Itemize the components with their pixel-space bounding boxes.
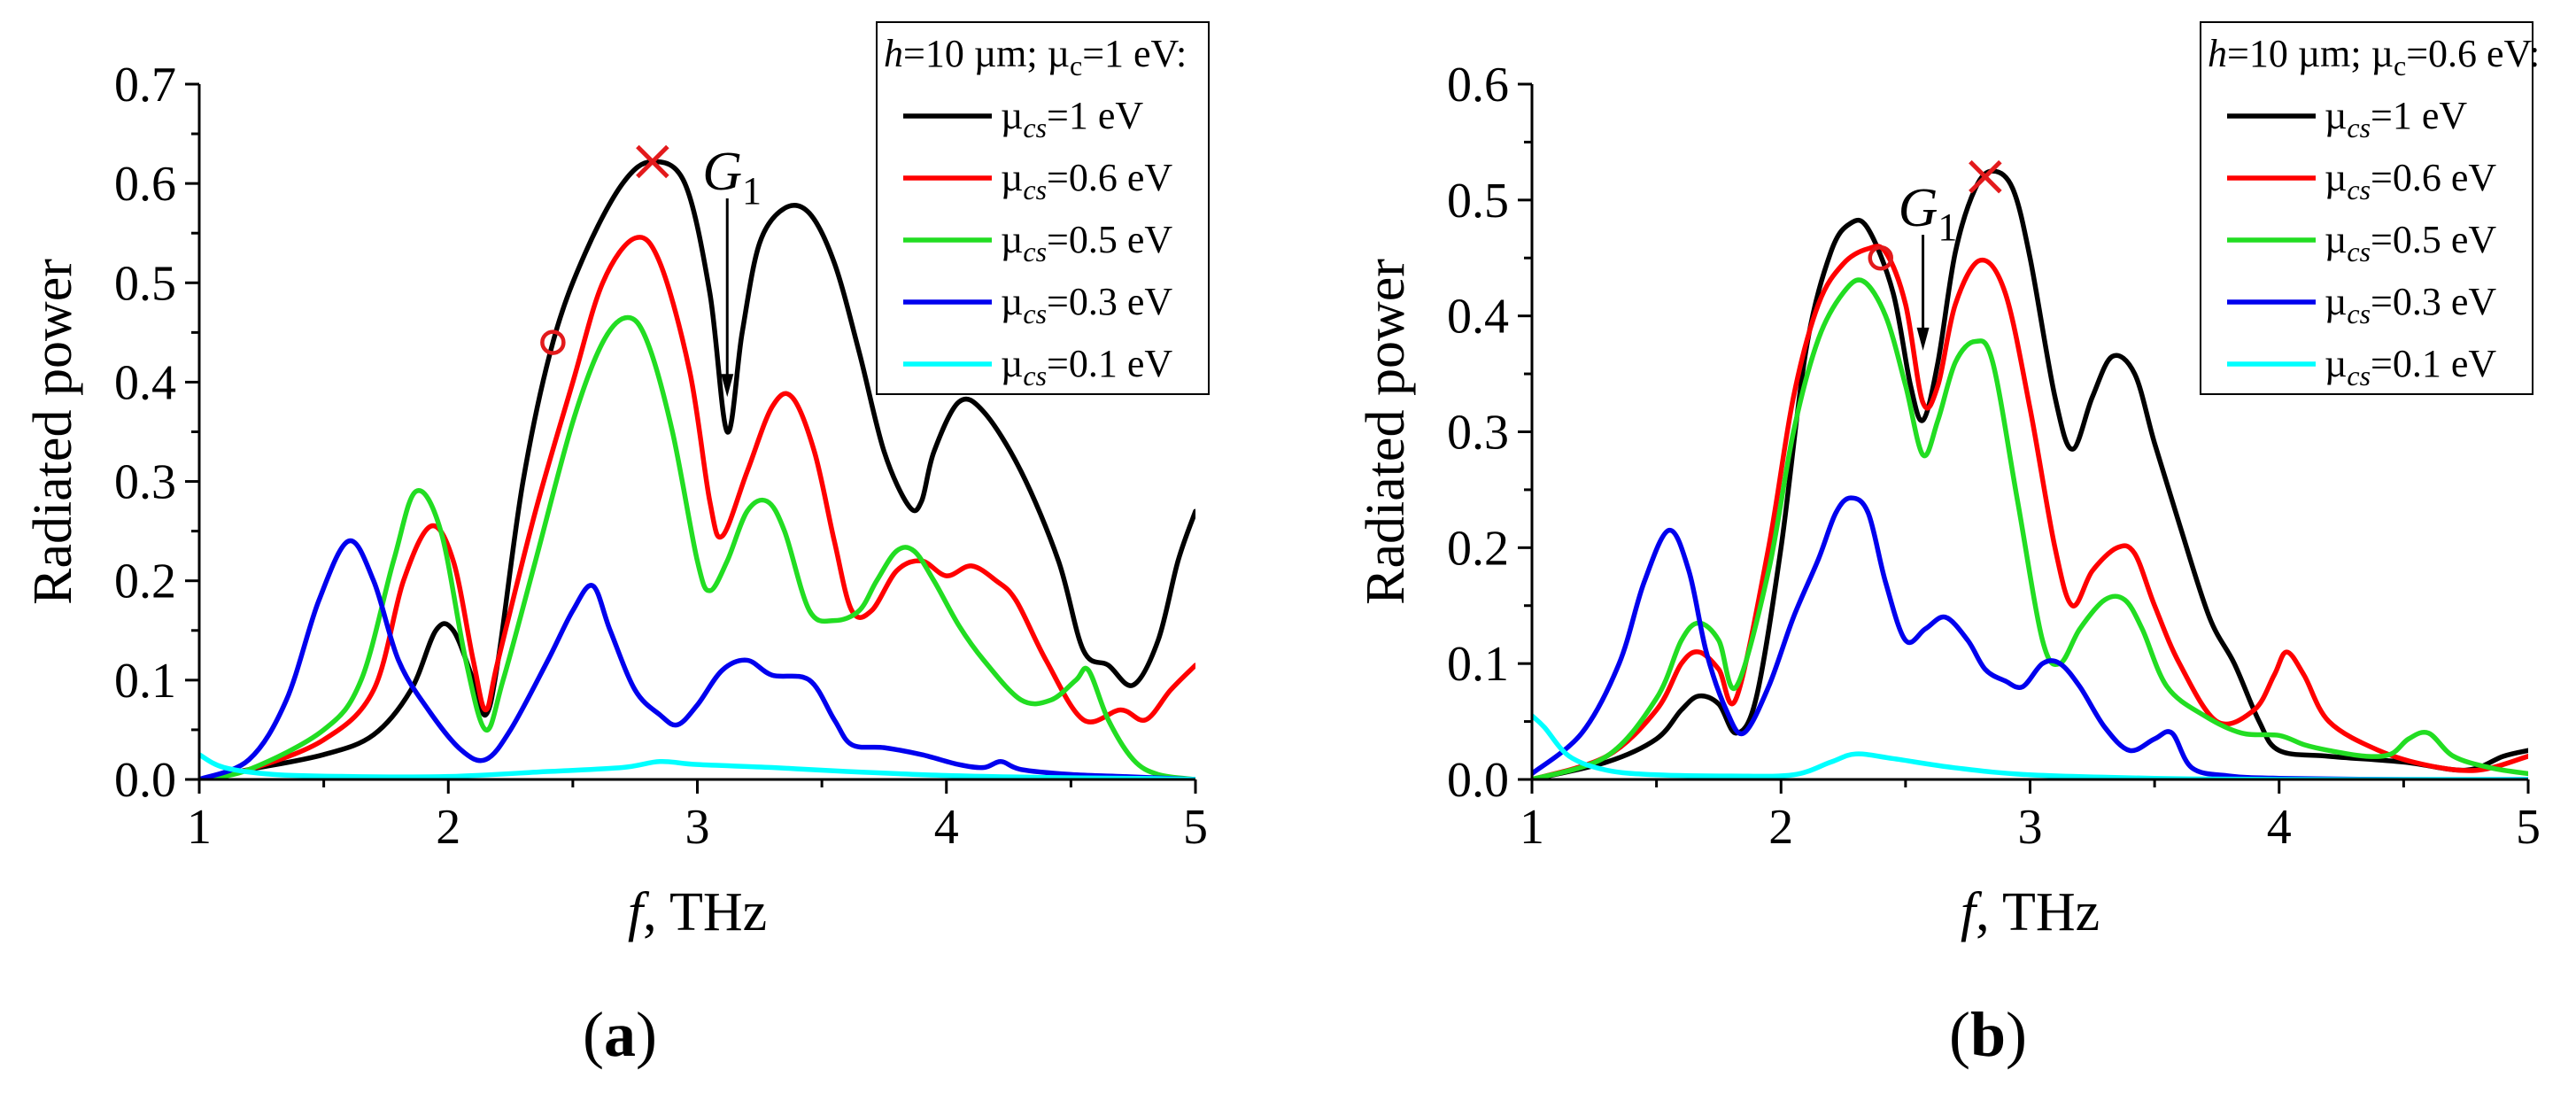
legend-entry: µcs=0.6 eV: [1001, 156, 1172, 205]
annotation-arrowhead: [1916, 327, 1930, 351]
x-tick-label: 1: [1520, 800, 1544, 855]
y-tick-label: 0.0: [1447, 753, 1509, 808]
x-tick-label: 3: [685, 800, 710, 855]
series-line-b-2: [1532, 277, 2528, 779]
y-tick-label: 0.2: [114, 554, 176, 609]
circle-marker: [1868, 245, 1893, 271]
y-axis-label: Radiated power: [1356, 259, 1416, 605]
y-tick-label: 0.2: [1447, 521, 1509, 576]
legend-entry: µcs=0.5 eV: [1001, 218, 1172, 267]
legend-title: h=10 µm; µc=0.6 eV:: [2208, 32, 2540, 81]
x-marker: [636, 144, 669, 179]
legend-box: [2200, 21, 2533, 395]
x-axis-label: f, THz: [628, 882, 767, 942]
series-line-b-1: [1532, 244, 2528, 779]
x-tick-label: 2: [1768, 800, 1793, 855]
x-tick-label: 4: [2267, 800, 2292, 855]
x-tick-label: 4: [934, 800, 959, 855]
legend-entry: µcs=1 eV: [2325, 94, 2467, 143]
y-tick-label: 0.4: [114, 355, 176, 410]
legend-entry: µcs=0.6 eV: [2325, 156, 2496, 205]
y-axis-label: Radiated power: [23, 259, 83, 605]
y-tick-label: 0.3: [1447, 406, 1509, 461]
series-line-a-2: [199, 314, 1195, 779]
series-line-a-4: [199, 752, 1195, 779]
y-tick-label: 0.3: [114, 455, 176, 510]
x-marker: [1969, 159, 2002, 194]
annotation-arrowhead: [721, 374, 734, 398]
legend: h=10 µm; µc=0.6 eV: µcs=1 eV µcs=0.6 eV µcs…: [2200, 21, 2540, 395]
y-tick-label: 0.1: [114, 654, 176, 709]
legend-entry: µcs=1 eV: [1001, 94, 1143, 143]
panel-label: (b): [1949, 999, 2027, 1070]
legend-entry: µcs=0.5 eV: [2325, 218, 2496, 267]
legend: h=10 µm; µc=1 eV: µcs=1 eV µcs=0.6 eV µcs=0…: [876, 21, 1210, 395]
circle-marker: [540, 329, 566, 355]
annotation-label: G1: [1899, 178, 1958, 249]
y-tick-label: 0.0: [114, 753, 176, 808]
x-tick-label: 1: [187, 800, 212, 855]
y-tick-label: 0.1: [1447, 637, 1509, 692]
x-tick-label: 5: [1183, 800, 1208, 855]
legend-title: h=10 µm; µc=1 eV:: [884, 32, 1187, 81]
chart-panel-a: 0.0 0.1 0.2 0.3 0.4 0.5 0.6 0.7 1 2 3 4 5 f, THz Radia…: [23, 21, 1210, 1070]
chart-panel-b: 0.0 0.1 0.2 0.3 0.4 0.5 0.6 1 2 3 4 5 f, THz Radiated…: [1356, 21, 2541, 1070]
series-line-a-1: [199, 235, 1195, 779]
series-line-b-3: [1532, 495, 2528, 779]
legend-box: [876, 21, 1210, 395]
legend-entry: µcs=0.1 eV: [2325, 342, 2496, 391]
x-tick-label: 5: [2516, 800, 2541, 855]
y-tick-label: 0.5: [114, 256, 176, 311]
y-tick-label: 0.6: [114, 157, 176, 212]
series-line-b-4: [1532, 713, 2528, 779]
y-tick-label: 0.5: [1447, 174, 1509, 229]
x-tick-label: 3: [2018, 800, 2043, 855]
series-line-a-3: [199, 539, 1195, 779]
legend-entry: µcs=0.3 eV: [1001, 280, 1172, 329]
x-tick-label: 2: [436, 800, 460, 855]
y-tick-label: 0.4: [1447, 290, 1509, 345]
legend-entry: µcs=0.3 eV: [2325, 280, 2496, 329]
y-tick-label: 0.6: [1447, 58, 1509, 112]
y-tick-label: 0.7: [114, 58, 176, 112]
panel-label: (a): [583, 999, 657, 1070]
legend-entry: µcs=0.1 eV: [1001, 342, 1172, 391]
x-axis-label: f, THz: [1961, 882, 2100, 942]
annotation-label: G1: [702, 142, 762, 213]
